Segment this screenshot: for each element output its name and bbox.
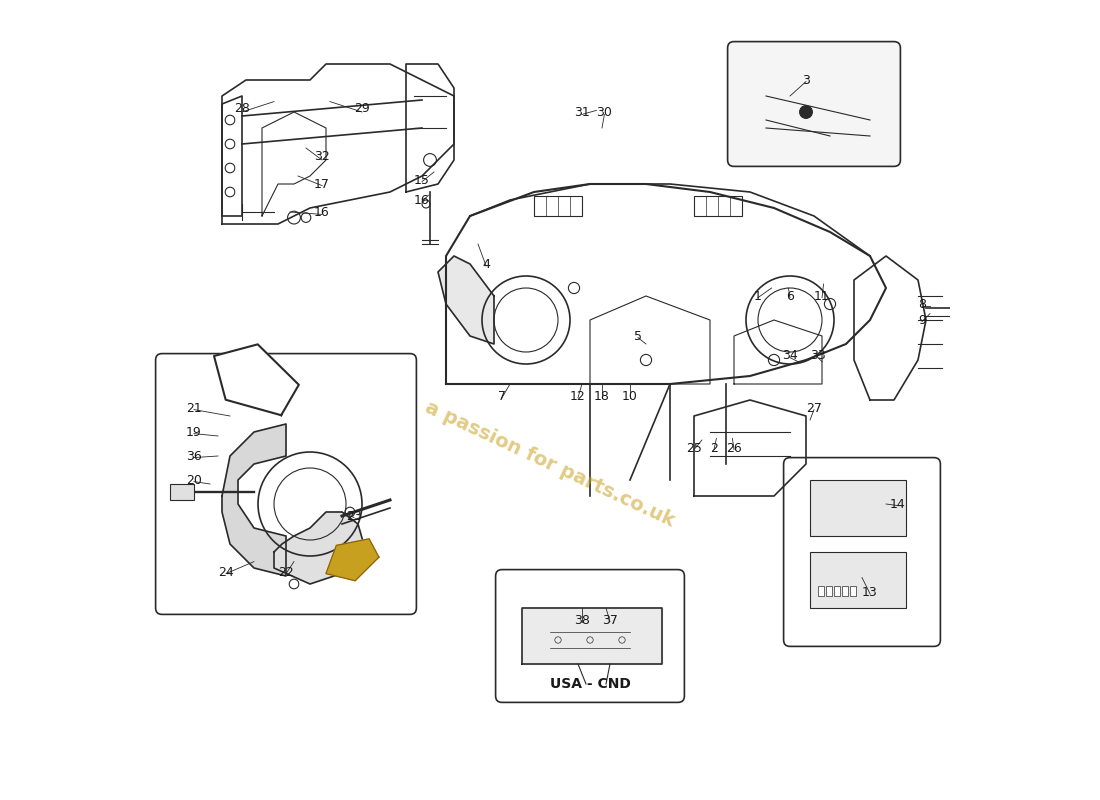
Bar [170,484,194,500]
Text: 18: 18 [594,390,609,402]
Text: 17: 17 [315,178,330,190]
Text: 37: 37 [602,614,618,626]
Polygon shape [326,539,378,581]
Text: 24: 24 [218,566,234,578]
Bar [834,586,839,596]
Text: 11: 11 [814,290,829,302]
Text: 20: 20 [186,474,202,486]
Text: 33: 33 [810,350,826,362]
Text: 23: 23 [346,510,362,522]
Text: 19: 19 [186,426,202,438]
Text: 28: 28 [234,102,250,114]
Polygon shape [274,512,366,584]
Text: 12: 12 [570,390,586,402]
Bar [534,196,582,216]
Bar [810,480,906,536]
Text: 38: 38 [574,614,590,626]
Text: 6: 6 [786,290,794,302]
Polygon shape [222,424,286,576]
Text: 16: 16 [414,194,430,206]
Text: 32: 32 [315,150,330,162]
Text: 10: 10 [623,390,638,402]
Text: 7: 7 [498,390,506,402]
Text: 16: 16 [315,206,330,218]
Polygon shape [522,608,662,664]
Text: 26: 26 [726,442,741,454]
Text: 31: 31 [574,106,590,118]
Polygon shape [438,256,494,344]
Circle shape [800,106,813,118]
Bar [850,586,856,596]
Bar [842,586,848,596]
Text: 21: 21 [186,402,202,414]
Bar [818,586,824,596]
FancyBboxPatch shape [727,42,901,166]
Text: 3: 3 [802,74,810,86]
Text: 13: 13 [862,586,878,598]
Text: 34: 34 [782,350,797,362]
Polygon shape [214,344,299,415]
Text: 5: 5 [634,330,642,342]
Text: 36: 36 [186,450,202,462]
Text: 22: 22 [278,566,294,578]
Text: 14: 14 [890,498,906,510]
Bar [810,552,906,608]
Text: 8: 8 [918,298,926,310]
Text: a passion for parts.co.uk: a passion for parts.co.uk [422,398,678,530]
Text: 9: 9 [918,314,926,326]
Text: 1: 1 [755,290,762,302]
Text: 4: 4 [482,258,490,270]
Text: 27: 27 [806,402,822,414]
Text: USA - CND: USA - CND [550,677,630,691]
Bar [694,196,743,216]
Text: 30: 30 [596,106,613,118]
Bar [826,586,832,596]
Text: 29: 29 [354,102,370,114]
Text: 2: 2 [711,442,718,454]
Text: 25: 25 [686,442,702,454]
Text: 15: 15 [414,174,430,186]
